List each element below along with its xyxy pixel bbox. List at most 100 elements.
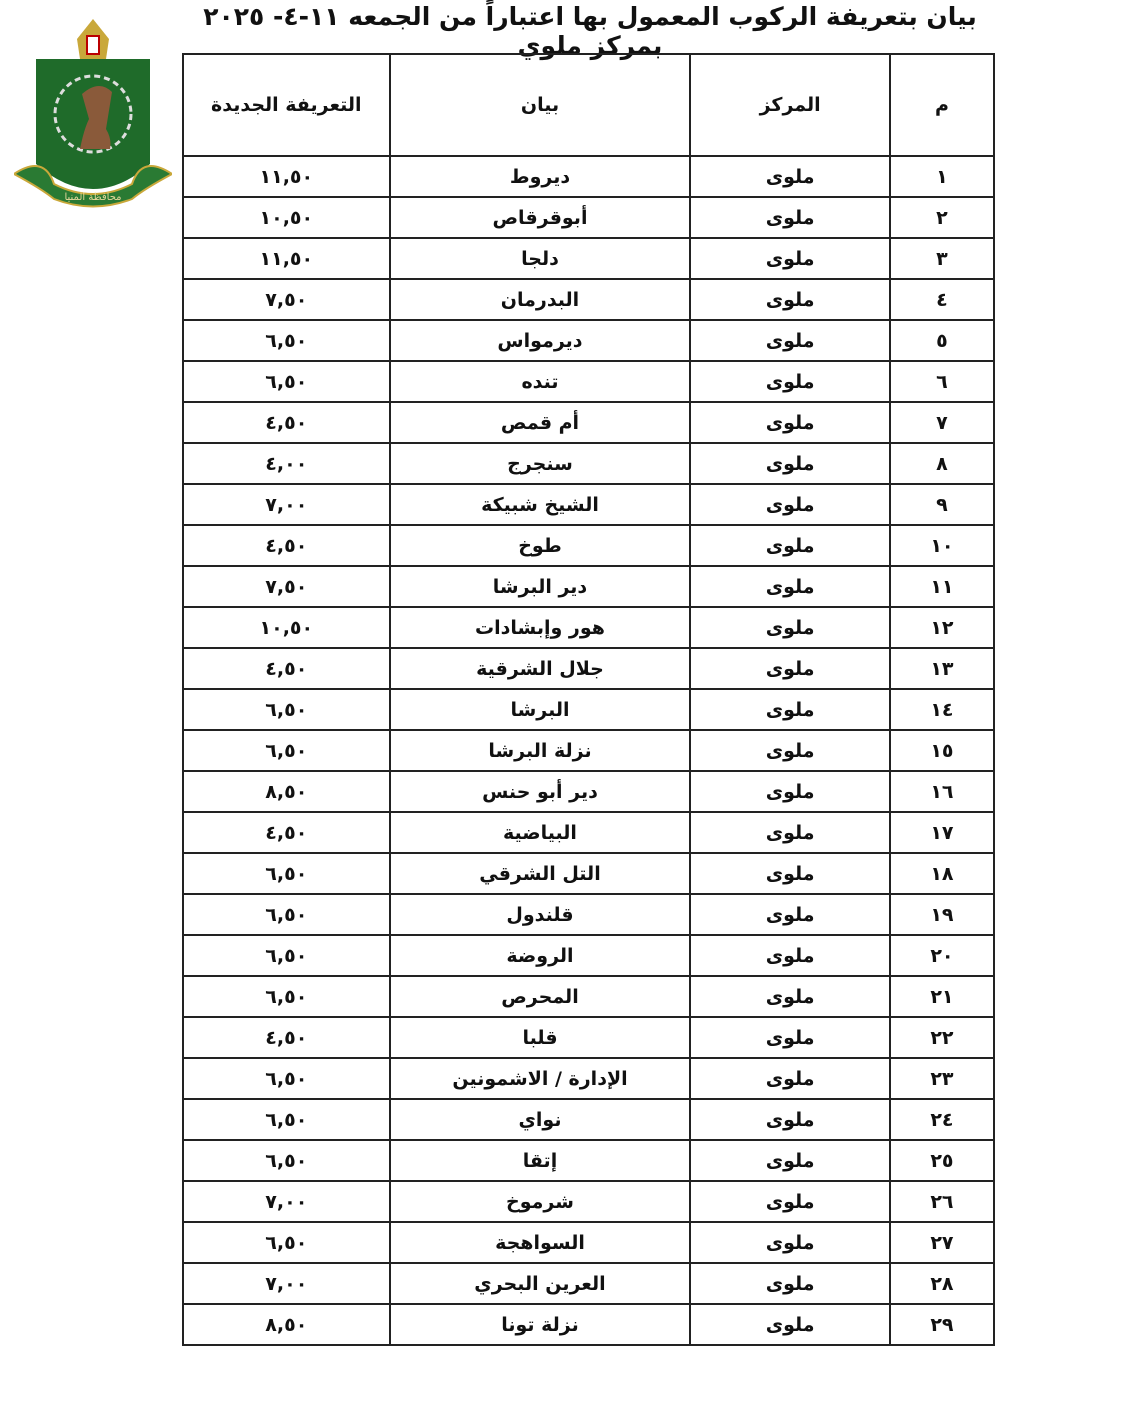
cell-statement: نواي [388,1098,692,1141]
cell-statement: البرشا [388,688,692,731]
cell-fare: ٨,٥٠ [182,770,391,813]
cell-num: ٢٧ [888,1221,996,1264]
cell-num: ١٤ [888,688,996,731]
cell-statement: دير أبو حنس [388,770,692,813]
cell-markaz: ملوى [689,278,891,321]
table-row: ١ ملوى ديروط ١١,٥٠ [182,155,996,198]
cell-markaz: ملوى [689,442,891,485]
cell-markaz: ملوى [689,975,891,1018]
cell-markaz: ملوى [689,934,891,977]
cell-statement: طوخ [388,524,692,567]
cell-num: ٢٥ [888,1139,996,1182]
cell-markaz: ملوى [689,1221,891,1264]
cell-fare: ١١,٥٠ [182,237,391,280]
table-row: ١٩ ملوى قلندول ٦,٥٠ [182,893,996,936]
table-row: ١٣ ملوى جلال الشرقية ٤,٥٠ [182,647,996,690]
cell-fare: ٧,٠٠ [182,483,391,526]
table-header-row: م المركز بيان التعريفة الجديدة [182,53,996,157]
cell-markaz: ملوى [689,1303,891,1346]
header-num: م [888,53,996,157]
cell-fare: ٦,٥٠ [182,934,391,977]
header-fare: التعريفة الجديدة [182,53,391,157]
table-row: ١٧ ملوى البياضية ٤,٥٠ [182,811,996,854]
table-row: ٢٠ ملوى الروضة ٦,٥٠ [182,934,996,977]
cell-markaz: ملوى [689,565,891,608]
cell-num: ٢١ [888,975,996,1018]
cell-num: ١٧ [888,811,996,854]
cell-num: ١١ [888,565,996,608]
table-row: ١٤ ملوى البرشا ٦,٥٠ [182,688,996,731]
table-row: ٩ ملوى الشيخ شبيكة ٧,٠٠ [182,483,996,526]
cell-statement: هور وإبشادات [388,606,692,649]
cell-statement: جلال الشرقية [388,647,692,690]
cell-num: ٢٦ [888,1180,996,1223]
table-row: ٨ ملوى سنجرج ٤,٠٠ [182,442,996,485]
table-row: ١٠ ملوى طوخ ٤,٥٠ [182,524,996,567]
cell-fare: ٧,٥٠ [182,278,391,321]
cell-statement: البدرمان [388,278,692,321]
cell-fare: ٦,٥٠ [182,1057,391,1100]
cell-statement: البياضية [388,811,692,854]
cell-num: ٨ [888,442,996,485]
cell-fare: ٦,٥٠ [182,1098,391,1141]
cell-fare: ١٠,٥٠ [182,196,391,239]
table-row: ٧ ملوى أم قمص ٤,٥٠ [182,401,996,444]
table-row: ١٦ ملوى دير أبو حنس ٨,٥٠ [182,770,996,813]
cell-num: ٣ [888,237,996,280]
cell-num: ١٣ [888,647,996,690]
table-row: ٥ ملوى ديرمواس ٦,٥٠ [182,319,996,362]
cell-fare: ٤,٥٠ [182,524,391,567]
cell-markaz: ملوى [689,483,891,526]
fare-table: م المركز بيان التعريفة الجديدة ١ ملوى ديرو… [182,53,996,1346]
cell-num: ٢ [888,196,996,239]
cell-markaz: ملوى [689,196,891,239]
cell-num: ١٢ [888,606,996,649]
table-row: ٢٣ ملوى الإدارة / الاشمونين ٦,٥٠ [182,1057,996,1100]
cell-markaz: ملوى [689,524,891,567]
cell-statement: نزلة البرشا [388,729,692,772]
table-row: ٣ ملوى دلجا ١١,٥٠ [182,237,996,280]
cell-fare: ٤,٠٠ [182,442,391,485]
cell-markaz: ملوى [689,1057,891,1100]
cell-fare: ٦,٥٠ [182,729,391,772]
cell-num: ١٠ [888,524,996,567]
cell-fare: ٤,٥٠ [182,401,391,444]
cell-fare: ٧,٥٠ [182,565,391,608]
cell-fare: ٦,٥٠ [182,688,391,731]
svg-text:محافظة المنيا: محافظة المنيا [64,192,121,203]
table-row: ٢٤ ملوى نواي ٦,٥٠ [182,1098,996,1141]
cell-markaz: ملوى [689,1262,891,1305]
cell-markaz: ملوى [689,893,891,936]
cell-fare: ٤,٥٠ [182,1016,391,1059]
table-row: ٢٢ ملوى قلبا ٤,٥٠ [182,1016,996,1059]
cell-markaz: ملوى [689,1098,891,1141]
header-statement: بيان [388,53,692,157]
cell-statement: ديرمواس [388,319,692,362]
table-row: ٢٦ ملوى شرموخ ٧,٠٠ [182,1180,996,1223]
table-row: ٢٩ ملوى نزلة تونا ٨,٥٠ [182,1303,996,1346]
cell-fare: ٤,٥٠ [182,647,391,690]
cell-num: ٢٠ [888,934,996,977]
cell-markaz: ملوى [689,401,891,444]
cell-markaz: ملوى [689,811,891,854]
cell-statement: شرموخ [388,1180,692,1223]
cell-num: ١٦ [888,770,996,813]
cell-statement: الإدارة / الاشمونين [388,1057,692,1100]
cell-statement: المحرص [388,975,692,1018]
cell-statement: نزلة تونا [388,1303,692,1346]
cell-statement: دلجا [388,237,692,280]
table-row: ١٥ ملوى نزلة البرشا ٦,٥٠ [182,729,996,772]
cell-num: ٢٩ [888,1303,996,1346]
cell-fare: ٦,٥٠ [182,1221,391,1264]
cell-num: ٩ [888,483,996,526]
cell-markaz: ملوى [689,852,891,895]
cell-statement: ديروط [388,155,692,198]
cell-statement: السواهجة [388,1221,692,1264]
cell-markaz: ملوى [689,1139,891,1182]
cell-fare: ٦,٥٠ [182,852,391,895]
cell-fare: ٨,٥٠ [182,1303,391,1346]
cell-markaz: ملوى [689,1016,891,1059]
table-row: ١٨ ملوى التل الشرقي ٦,٥٠ [182,852,996,895]
cell-markaz: ملوى [689,237,891,280]
header-markaz: المركز [689,53,891,157]
